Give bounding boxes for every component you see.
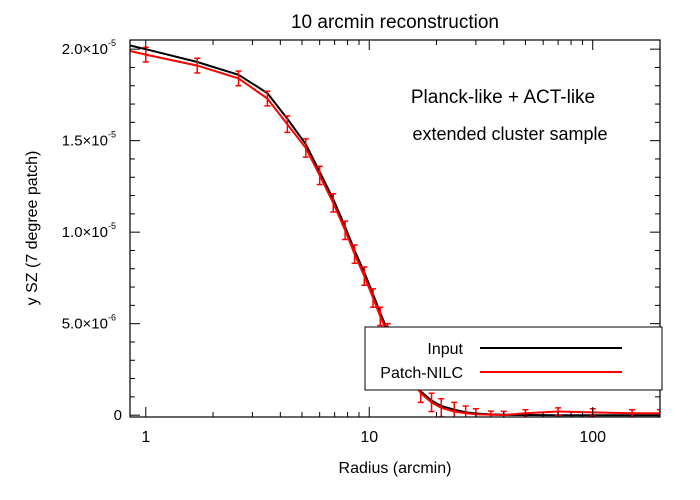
x-tick-label: 1 xyxy=(141,429,150,446)
annotation-line-1: Planck-like + ACT-like xyxy=(411,87,595,108)
y-tick-label: 1.5×10-5 xyxy=(62,130,116,150)
x-axis: 1 10 100 xyxy=(141,40,661,446)
y-tick-label: 0 xyxy=(114,407,122,424)
y-axis-label: y SZ (7 degree patch) xyxy=(24,151,41,306)
x-axis-label: Radius (arcmin) xyxy=(339,460,452,477)
y-tick-label: 2.0×10-5 xyxy=(62,38,116,58)
legend-label-patch-nilc: Patch-NILC xyxy=(380,365,463,382)
x-tick-label: 100 xyxy=(579,429,606,446)
legend-box xyxy=(364,326,663,391)
legend: Input Patch-NILC xyxy=(364,326,663,391)
y-tick-label: 1.0×10-5 xyxy=(62,221,116,241)
y-tick-label: 5.0×10-6 xyxy=(62,313,116,333)
x-tick-label: 10 xyxy=(360,429,378,446)
annotation-line-2: extended cluster sample xyxy=(412,124,607,144)
plot-frame xyxy=(129,39,661,418)
y-axis: 0 5.0×10-6 1.0×10-5 1.5×10-5 2.0×10-5 xyxy=(62,38,660,424)
chart-title: 10 arcmin reconstruction xyxy=(291,12,499,33)
legend-label-input: Input xyxy=(427,341,463,358)
